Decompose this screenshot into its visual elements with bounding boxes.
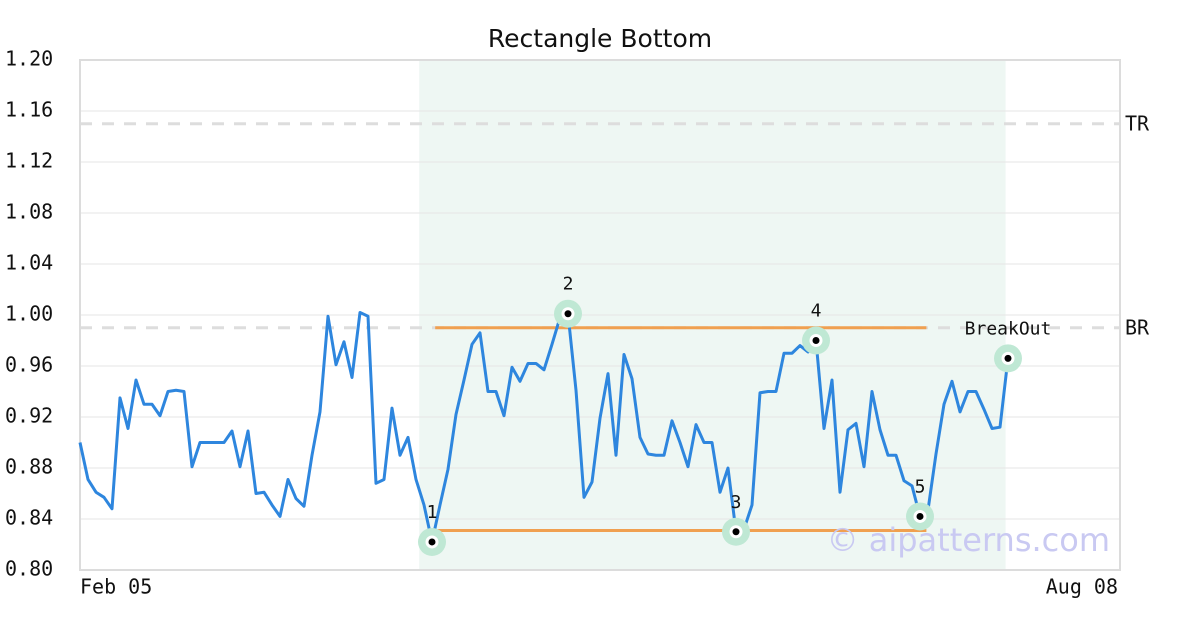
pattern-point	[729, 525, 743, 539]
pattern-point	[1001, 351, 1015, 365]
y-tick-label: 0.96	[5, 353, 53, 377]
y-tick-label: 0.88	[5, 455, 53, 479]
y-tick-label: 1.04	[5, 251, 53, 275]
watermark: © aipatterns.com	[827, 521, 1110, 559]
pattern-label: 5	[915, 476, 926, 497]
pattern-label: 3	[731, 492, 742, 513]
y-tick-label: 1.16	[5, 98, 53, 122]
reference-label: BR	[1125, 315, 1150, 339]
pattern-point	[561, 307, 575, 321]
reference-label: TR	[1125, 111, 1150, 135]
price-line	[78, 310, 1016, 544]
pattern-label: BreakOut	[965, 318, 1052, 339]
x-end-label: Aug 08	[1046, 575, 1118, 599]
pattern-point	[913, 509, 927, 523]
pattern-label: 2	[563, 274, 574, 295]
y-tick-label: 1.20	[5, 47, 53, 71]
pattern-point	[809, 334, 823, 347]
pattern-label: 1	[427, 502, 438, 523]
chart-title: Rectangle Bottom	[488, 24, 712, 53]
pattern-label: 4	[811, 301, 822, 322]
y-tick-label: 0.84	[5, 506, 53, 530]
y-tick-label: 1.08	[5, 200, 53, 224]
plot-border	[79, 59, 1121, 571]
y-tick-label: 0.92	[5, 404, 53, 428]
x-start-label: Feb 05	[80, 575, 152, 599]
y-tick-label: 1.00	[5, 302, 53, 326]
pattern-point	[425, 535, 439, 549]
y-tick-label: 1.12	[5, 149, 53, 173]
y-tick-label: 0.80	[5, 557, 53, 581]
